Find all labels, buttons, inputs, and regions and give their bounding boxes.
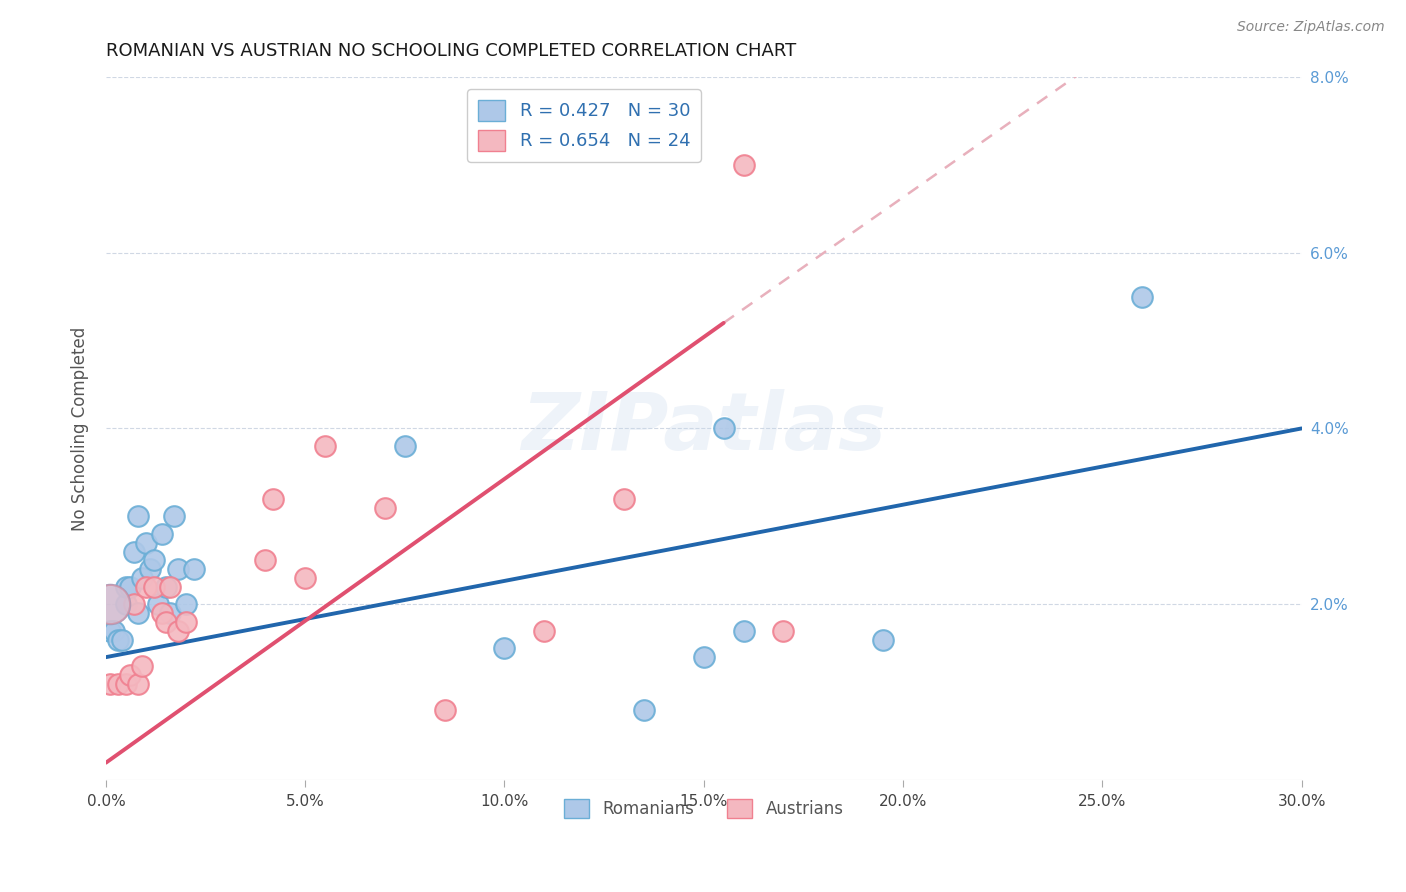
Point <box>693 650 716 665</box>
Point <box>98 624 121 638</box>
Point <box>174 598 197 612</box>
Point <box>159 580 181 594</box>
Point <box>127 509 149 524</box>
Point <box>159 606 181 620</box>
Point <box>314 439 336 453</box>
Point <box>374 500 396 515</box>
Point <box>127 606 149 620</box>
Point <box>114 580 136 594</box>
Point <box>98 598 121 612</box>
Point <box>262 491 284 506</box>
Point <box>127 676 149 690</box>
Point <box>166 624 188 638</box>
Point <box>111 632 134 647</box>
Point <box>613 491 636 506</box>
Point <box>135 536 157 550</box>
Legend: Romanians, Austrians: Romanians, Austrians <box>557 793 851 825</box>
Point <box>114 598 136 612</box>
Point <box>533 624 555 638</box>
Point <box>174 615 197 629</box>
Point <box>107 676 129 690</box>
Point <box>122 598 145 612</box>
Point <box>98 676 121 690</box>
Point <box>139 562 162 576</box>
Point <box>114 676 136 690</box>
Point <box>163 509 186 524</box>
Point <box>433 703 456 717</box>
Point <box>131 659 153 673</box>
Point <box>118 667 141 681</box>
Point <box>254 553 277 567</box>
Point <box>733 157 755 171</box>
Text: ROMANIAN VS AUSTRIAN NO SCHOOLING COMPLETED CORRELATION CHART: ROMANIAN VS AUSTRIAN NO SCHOOLING COMPLE… <box>105 42 796 60</box>
Text: Source: ZipAtlas.com: Source: ZipAtlas.com <box>1237 20 1385 34</box>
Point <box>142 553 165 567</box>
Point <box>1130 289 1153 303</box>
Point <box>98 598 121 612</box>
Point <box>155 580 177 594</box>
Point <box>772 624 794 638</box>
Point <box>150 606 173 620</box>
Point <box>733 624 755 638</box>
Point <box>131 571 153 585</box>
Point <box>166 562 188 576</box>
Point <box>713 421 735 435</box>
Point <box>122 544 145 558</box>
Point <box>155 615 177 629</box>
Point <box>150 527 173 541</box>
Point <box>135 580 157 594</box>
Point <box>294 571 316 585</box>
Point <box>494 641 516 656</box>
Y-axis label: No Schooling Completed: No Schooling Completed <box>72 326 89 531</box>
Point <box>118 580 141 594</box>
Point <box>183 562 205 576</box>
Point <box>146 598 169 612</box>
Point <box>872 632 894 647</box>
Point <box>142 580 165 594</box>
Point <box>394 439 416 453</box>
Point <box>107 632 129 647</box>
Text: ZIPatlas: ZIPatlas <box>522 390 886 467</box>
Point <box>633 703 655 717</box>
Point <box>103 624 125 638</box>
